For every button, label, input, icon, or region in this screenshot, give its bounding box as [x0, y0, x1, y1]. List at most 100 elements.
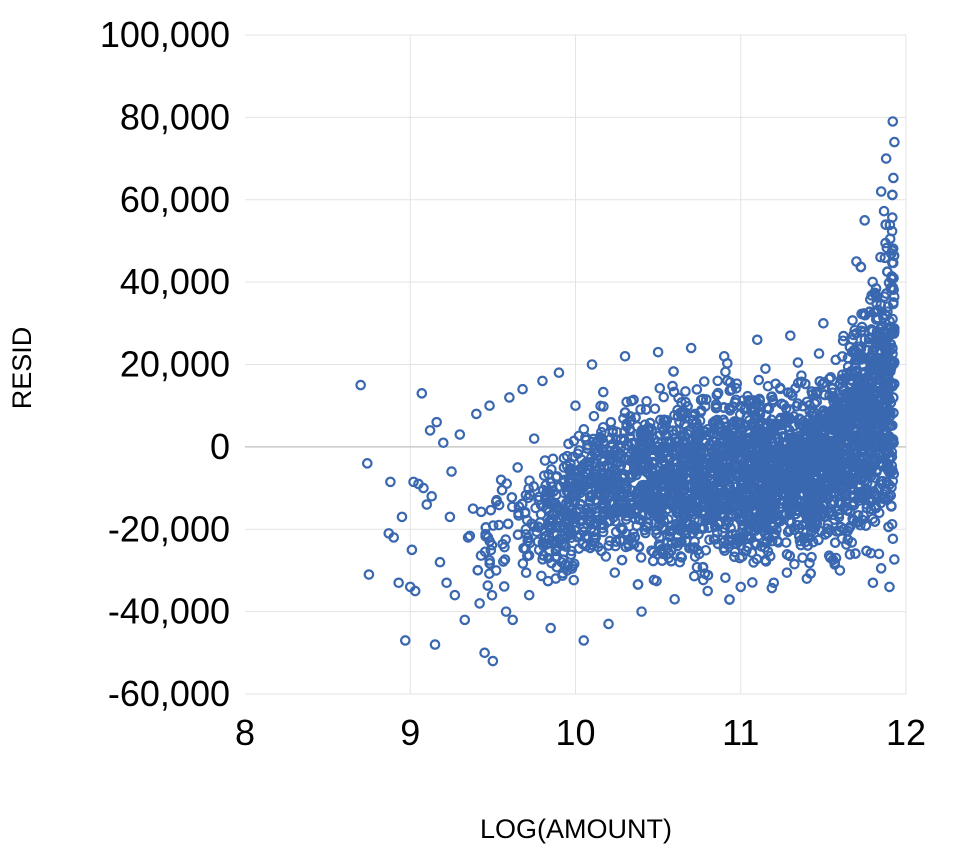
data-point: [542, 575, 554, 587]
data-point: [781, 549, 793, 560]
data-point: [862, 345, 873, 356]
data-point: [786, 496, 797, 508]
data-point: [795, 436, 806, 448]
data-point: [837, 335, 849, 347]
data-point: [545, 622, 557, 634]
data-point: [697, 561, 709, 573]
data-point: [764, 550, 776, 562]
data-point: [633, 495, 645, 506]
data-point: [846, 346, 858, 358]
data-point: [641, 429, 652, 440]
data-point: [760, 363, 771, 374]
data-point: [624, 425, 636, 437]
data-point: [879, 291, 890, 302]
data-point: [746, 446, 758, 458]
data-point: [537, 554, 548, 565]
data-point: [643, 460, 655, 471]
data-point: [656, 555, 668, 566]
data-point: [611, 492, 622, 503]
data-point: [846, 390, 858, 402]
data-point: [644, 417, 656, 429]
data-point: [490, 565, 502, 576]
data-point: [735, 581, 747, 593]
data-point: [399, 635, 411, 646]
data-point: [523, 589, 535, 601]
data-point: [531, 526, 542, 538]
data-point: [563, 438, 574, 450]
data-point: [867, 344, 879, 356]
data-point: [631, 520, 643, 532]
data-point: [667, 425, 679, 436]
data-point: [725, 522, 736, 534]
data-point: [862, 489, 874, 500]
data-point: [653, 461, 664, 473]
data-point: [475, 550, 487, 561]
data-point: [548, 486, 559, 497]
data-point: [444, 511, 456, 523]
data-point: [596, 545, 607, 557]
data-point: [875, 563, 887, 574]
data-point: [883, 404, 895, 416]
data-point: [695, 394, 707, 406]
data-point: [641, 395, 652, 407]
grid: [245, 34, 907, 695]
data-point: [636, 480, 648, 491]
data-point: [801, 451, 813, 463]
data-point: [699, 568, 711, 579]
data-point: [741, 530, 753, 542]
data-point: [831, 426, 843, 437]
x-tick-label: 9: [400, 712, 420, 753]
data-point: [775, 445, 787, 457]
data-point: [685, 479, 697, 491]
data-point: [778, 471, 790, 483]
data-point: [883, 452, 895, 464]
data-point: [517, 558, 529, 569]
data-point: [759, 542, 771, 553]
data-point: [609, 463, 620, 475]
data-point: [867, 577, 879, 589]
data-point: [761, 410, 772, 421]
data-point: [396, 511, 408, 523]
data-point: [701, 458, 713, 469]
data-point: [578, 459, 590, 471]
data-point: [829, 514, 840, 525]
data-point: [712, 387, 724, 399]
data-point: [813, 412, 825, 424]
data-point: [626, 438, 638, 449]
data-point: [889, 554, 900, 565]
data-point: [621, 396, 632, 408]
data-point: [772, 537, 784, 548]
data-point: [609, 567, 621, 578]
data-point: [557, 554, 569, 565]
data-point: [530, 502, 541, 514]
data-points: [355, 116, 900, 667]
data-point: [872, 410, 884, 422]
data-point: [793, 474, 805, 486]
data-point: [877, 434, 888, 446]
data-point: [408, 476, 419, 488]
data-point: [840, 485, 852, 496]
data-point: [811, 449, 823, 461]
y-tick-label: -60,000: [108, 673, 230, 714]
data-point: [838, 330, 849, 342]
data-point: [615, 491, 627, 503]
data-point: [616, 554, 628, 566]
data-point: [722, 375, 733, 387]
data-point: [829, 409, 840, 421]
data-point: [844, 549, 856, 560]
data-point: [568, 435, 580, 447]
data-point: [880, 219, 892, 230]
data-point: [848, 497, 859, 508]
data-point: [870, 502, 882, 514]
x-tick-label: 8: [235, 712, 255, 753]
data-point: [878, 372, 890, 384]
data-point: [449, 589, 461, 601]
data-point: [636, 606, 647, 617]
data-point: [540, 530, 552, 542]
data-point: [539, 455, 551, 466]
data-point: [682, 516, 693, 527]
data-point: [651, 575, 662, 587]
data-point: [806, 386, 818, 397]
data-point: [431, 416, 442, 428]
data-point: [546, 557, 557, 569]
